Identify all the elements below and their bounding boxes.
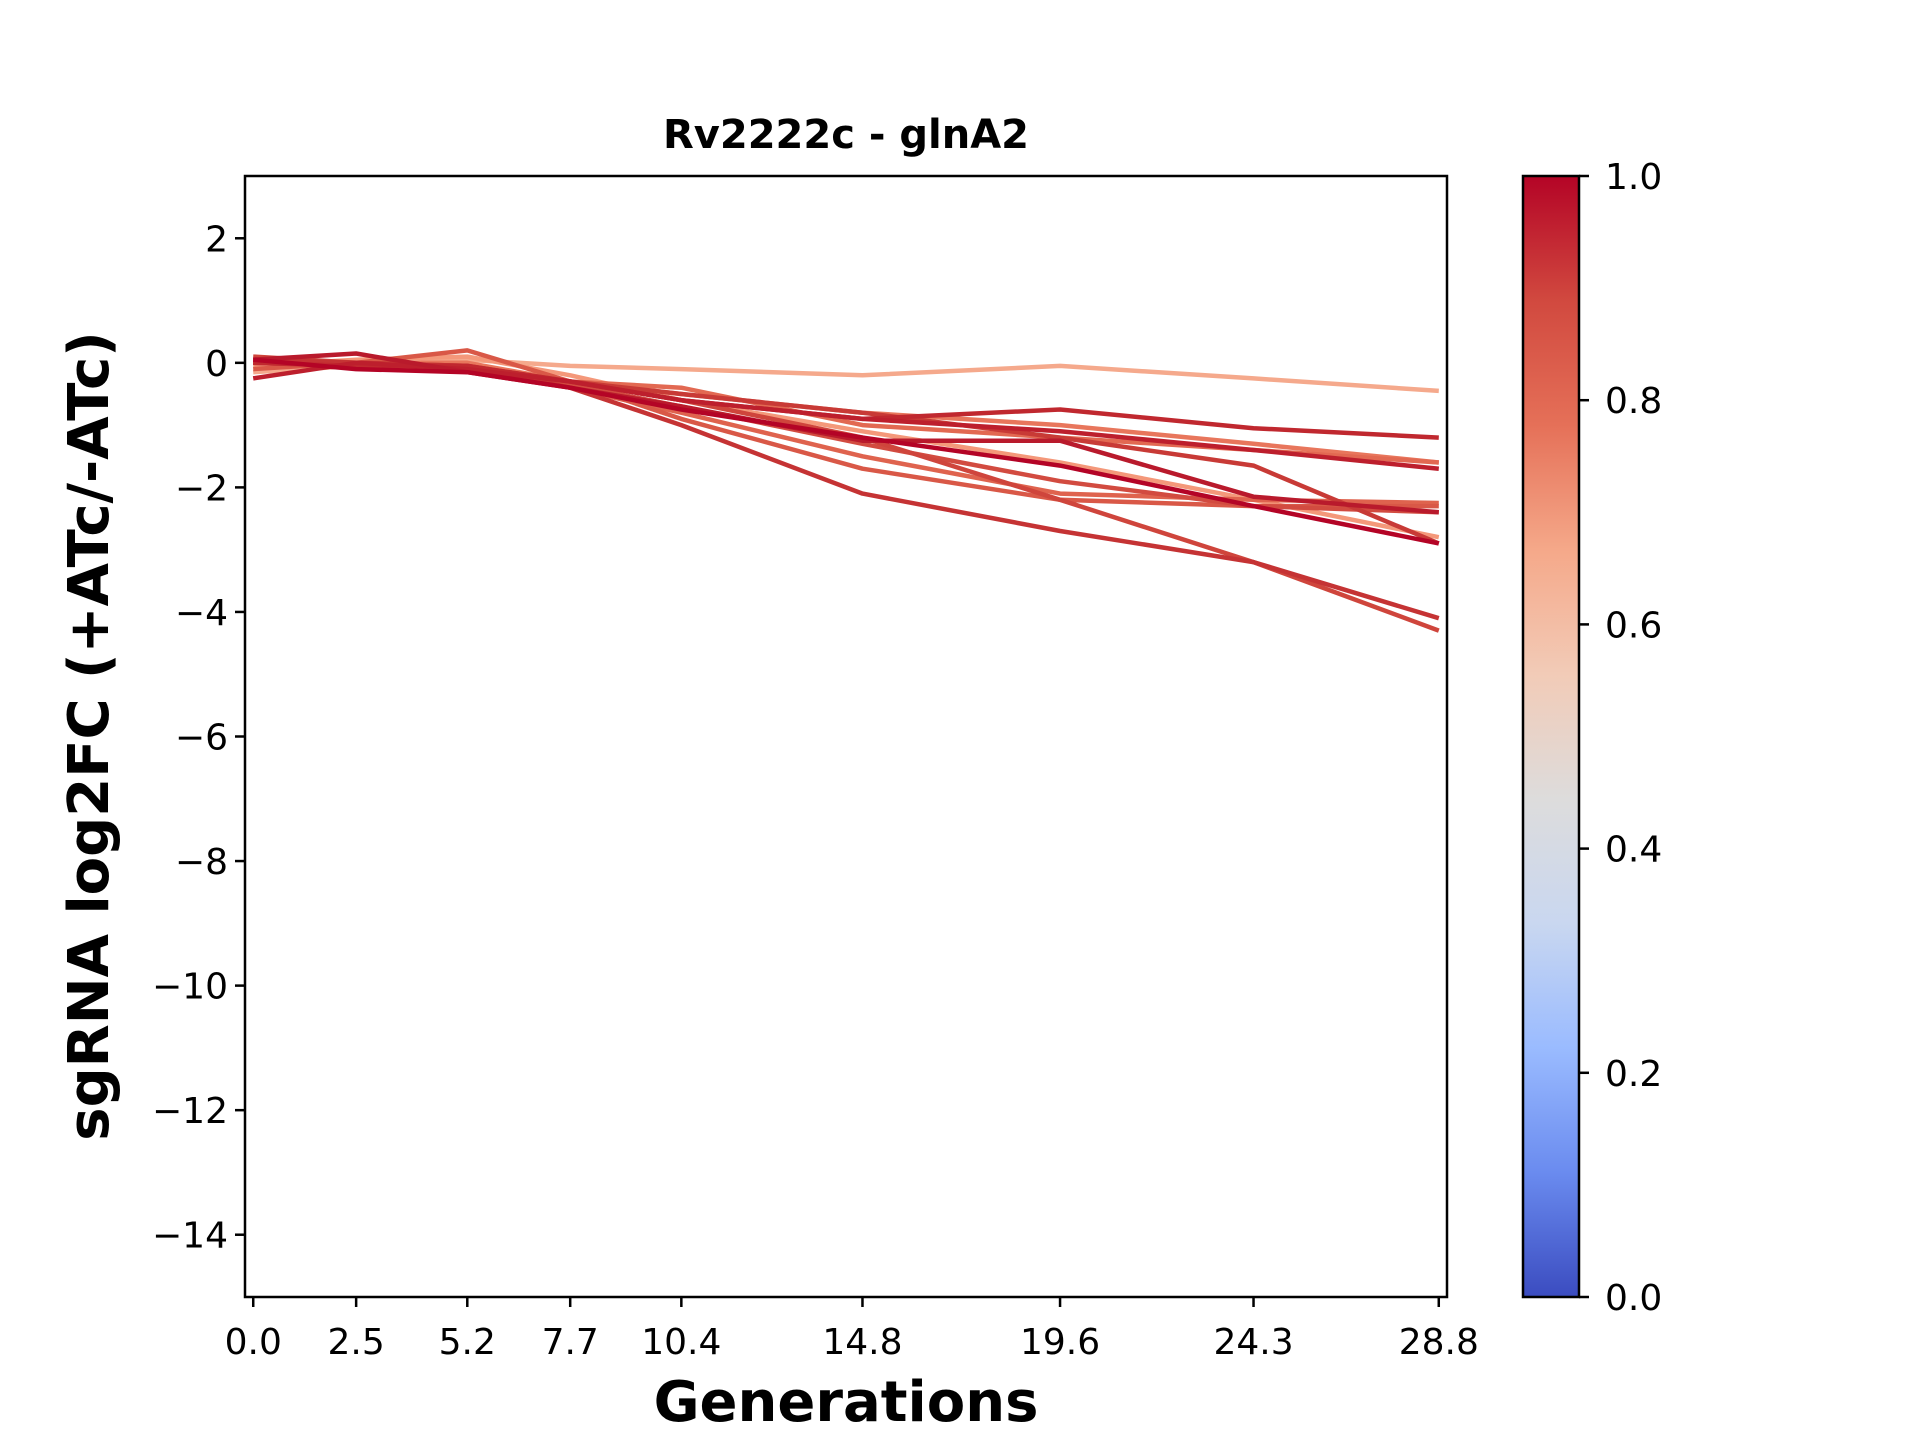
chart-title: Rv2222c - glnA2 [663,112,1029,158]
x-tick-label: 2.5 [328,1322,385,1363]
series-line-8 [253,354,1440,633]
y-axis-ticks: 2 0 −2 −4 −6 −8 −10 −12 −14 [152,219,245,1257]
x-tick-label: 0.0 [225,1322,282,1363]
y-tick-label: −14 [152,1216,228,1257]
plot-area: 0.0 2.5 5.2 7.7 10.4 14.8 19.6 24.3 28.8 2 0 −2 −4 −… [152,174,1479,1363]
y-tick-label: −8 [175,842,228,883]
colorbar-tick-label: 0.0 [1605,1278,1662,1319]
y-tick-label: −2 [175,468,228,509]
series-layer [252,348,1440,633]
plot-frame [243,174,1449,1299]
series-line-2 [253,354,1440,540]
series-line-13 [253,351,1439,515]
y-tick-label: −12 [152,1091,228,1132]
x-tick-label: 5.2 [439,1322,496,1363]
x-tick-label: 19.6 [1020,1322,1100,1363]
y-tick-label: −10 [152,967,228,1008]
y-tick-label: 2 [205,219,228,260]
y-tick-label: −4 [175,593,228,634]
colorbar-gradient [1523,176,1579,1297]
colorbar-tick-label: 0.6 [1605,605,1662,646]
x-tick-label: 10.4 [641,1322,721,1363]
x-axis-label: Generations [654,1370,1039,1435]
x-axis-ticks: 0.0 2.5 5.2 7.7 10.4 14.8 19.6 24.3 28.8 [225,1297,1479,1363]
x-tick-label: 7.7 [542,1322,599,1363]
x-tick-label: 28.8 [1399,1322,1479,1363]
x-tick-label: 24.3 [1213,1322,1293,1363]
colorbar-tick-label: 0.2 [1605,1054,1662,1095]
colorbar-tick-label: 0.4 [1605,830,1662,871]
series-line-14 [252,357,1440,546]
colorbar-tick-label: 1.0 [1605,157,1662,198]
y-tick-label: −6 [175,718,228,759]
y-tick-label: 0 [205,344,228,385]
colorbar-frame [1521,174,1581,1299]
series-line-10 [253,357,1440,621]
x-tick-label: 14.8 [822,1322,902,1363]
colorbar-ticks: 0.0 0.2 0.4 0.6 0.8 1.0 [1579,157,1662,1319]
colorbar-tick-label: 0.8 [1605,381,1662,422]
y-axis-label: sgRNA log2FC (+ATc/-ATc) [57,331,122,1141]
colorbar: 0.0 0.2 0.4 0.6 0.8 1.0 [1521,157,1662,1319]
series-line-12 [252,360,1440,471]
